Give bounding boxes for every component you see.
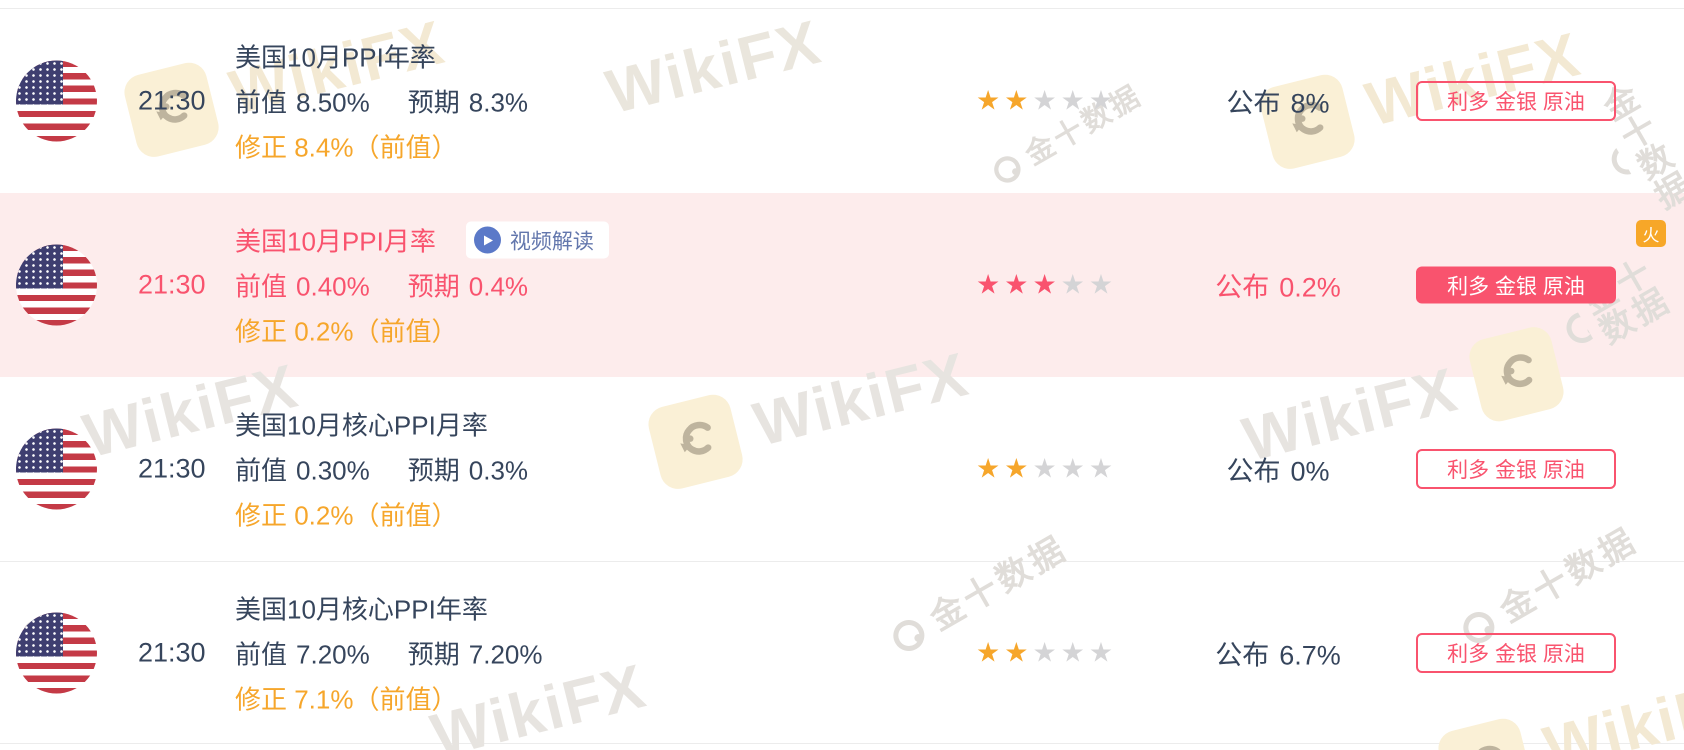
revision-line: 修正 8.4%（前值） <box>235 132 458 163</box>
effect-badge: 利多 金银 原油 <box>1416 632 1616 673</box>
event-time: 21:30 <box>138 85 206 116</box>
us-flag-icon <box>16 244 97 326</box>
event-time: 21:30 <box>138 637 206 667</box>
star-empty-icon: ★ <box>1060 85 1089 116</box>
previous-forecast-line: 前值 0.30% 预期 0.3% <box>235 447 528 492</box>
flag-canton <box>16 60 63 105</box>
star-filled-icon: ★ <box>976 453 1005 484</box>
previous-forecast-line: 前值 0.40% 预期 0.4% <box>235 263 609 308</box>
revision-line: 修正 0.2%（前值） <box>235 316 458 347</box>
forecast-label: 预期 <box>407 455 460 486</box>
importance-stars: ★★★★★ <box>976 454 1117 485</box>
star-filled-icon: ★ <box>1032 269 1061 300</box>
us-flag-icon <box>16 60 97 142</box>
star-filled-icon: ★ <box>976 637 1005 667</box>
us-flag-icon <box>16 428 97 510</box>
star-filled-icon: ★ <box>976 269 1005 300</box>
star-empty-icon: ★ <box>1088 453 1118 484</box>
video-explain-button[interactable]: 视频解读 <box>465 221 609 259</box>
previous-value: 8.50% <box>296 87 370 118</box>
flag-canton <box>16 428 63 473</box>
importance-stars: ★★★★★ <box>976 270 1117 301</box>
previous-label: 前值 <box>235 639 288 669</box>
star-empty-icon: ★ <box>1060 269 1089 300</box>
previous-forecast-line: 前值 8.50% 预期 8.3% <box>235 79 528 124</box>
effect-badge: 利多 金银 原油 <box>1416 81 1616 121</box>
star-empty-icon: ★ <box>1032 453 1061 484</box>
effect-badge: 利多 金银 原油 <box>1416 266 1616 304</box>
event-details: 美国10月核心PPI月率 前值 0.30% 预期 0.3% 修正 0.2%（前值） <box>235 402 528 537</box>
hot-fire-badge: 火 <box>1636 220 1666 247</box>
event-title[interactable]: 美国10月核心PPI月率 <box>235 410 488 441</box>
play-icon <box>473 226 501 254</box>
published-value: 公布 6.7% <box>1215 640 1341 670</box>
video-button-label: 视频解读 <box>509 230 594 253</box>
forecast-value: 7.20% <box>468 639 543 669</box>
star-empty-icon: ★ <box>1088 85 1118 116</box>
forecast-label: 预期 <box>407 87 460 118</box>
effect-badge: 利多 金银 原油 <box>1416 449 1616 489</box>
previous-label: 前值 <box>235 455 288 486</box>
published-value: 公布 8% <box>1226 88 1330 119</box>
star-filled-icon: ★ <box>1004 269 1033 300</box>
star-filled-icon: ★ <box>1004 85 1033 116</box>
star-empty-icon: ★ <box>1032 637 1061 667</box>
star-empty-icon: ★ <box>1088 637 1118 667</box>
revision-line: 修正 0.2%（前值） <box>235 500 458 531</box>
event-title[interactable]: 美国10月核心PPI年率 <box>235 594 488 624</box>
published-value: 公布 0% <box>1226 456 1330 487</box>
previous-value: 0.40% <box>296 271 370 302</box>
importance-stars: ★★★★★ <box>976 86 1117 117</box>
previous-value: 0.30% <box>296 455 370 486</box>
event-details: 美国10月核心PPI年率 前值 7.20% 预期 7.20% 修正 7.1%（前值） <box>235 585 543 720</box>
forecast-value: 0.4% <box>468 271 529 302</box>
event-details: 美国10月PPI年率 前值 8.50% 预期 8.3% 修正 8.4%（前值） <box>235 34 528 169</box>
us-flag-icon <box>16 612 97 693</box>
event-title[interactable]: 美国10月PPI月率 <box>235 226 436 257</box>
previous-label: 前值 <box>235 271 288 302</box>
previous-label: 前值 <box>235 87 288 118</box>
star-empty-icon: ★ <box>1088 269 1118 300</box>
econ-event-row[interactable]: 21:30 美国10月PPI月率 视频解读 前值 0.40% 预期 0.4% 修正 … <box>0 193 1684 377</box>
economic-calendar: WikiFX WikiFX WikiFX WikiFX WikiFX WikiF… <box>0 8 1684 750</box>
importance-stars: ★★★★★ <box>976 637 1117 668</box>
forecast-value: 0.3% <box>468 455 529 486</box>
star-filled-icon: ★ <box>1004 453 1033 484</box>
forecast-value: 8.3% <box>468 87 529 118</box>
forecast-label: 预期 <box>407 271 460 302</box>
forecast-label: 预期 <box>407 639 460 669</box>
event-title[interactable]: 美国10月PPI年率 <box>235 42 436 73</box>
flag-canton <box>16 244 63 289</box>
star-filled-icon: ★ <box>976 85 1005 116</box>
econ-event-row[interactable]: 21:30 美国10月核心PPI年率 前值 7.20% 预期 7.20% 修正 7.… <box>0 562 1684 744</box>
star-empty-icon: ★ <box>1032 85 1061 116</box>
star-empty-icon: ★ <box>1060 637 1089 667</box>
previous-forecast-line: 前值 7.20% 预期 7.20% <box>235 630 543 675</box>
star-filled-icon: ★ <box>1004 637 1033 667</box>
event-details: 美国10月PPI月率 视频解读 前值 0.40% 预期 0.4% 修正 0.2%（前… <box>235 218 609 353</box>
flag-canton <box>16 612 63 656</box>
econ-event-row[interactable]: 21:30 美国10月PPI年率 前值 8.50% 预期 8.3% 修正 8.4%（… <box>0 9 1684 193</box>
event-time: 21:30 <box>138 453 206 484</box>
published-value: 公布 0.2% <box>1215 272 1341 303</box>
econ-event-row[interactable]: 21:30 美国10月核心PPI月率 前值 0.30% 预期 0.3% 修正 0.2… <box>0 377 1684 562</box>
revision-line: 修正 7.1%（前值） <box>235 684 458 714</box>
previous-value: 7.20% <box>296 639 370 669</box>
event-time: 21:30 <box>138 269 206 300</box>
star-empty-icon: ★ <box>1060 453 1089 484</box>
